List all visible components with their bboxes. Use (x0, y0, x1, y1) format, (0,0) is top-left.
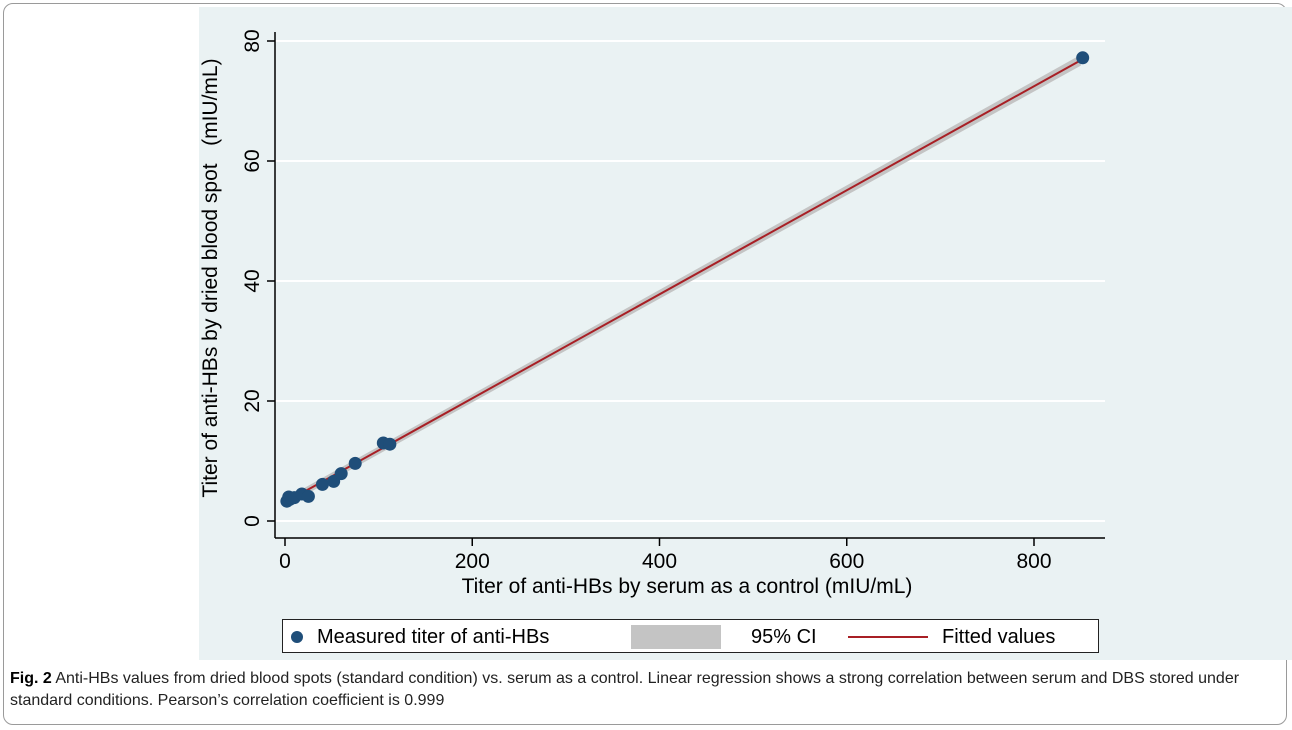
legend-item-fitted: Fitted values (848, 620, 1055, 654)
legend-item-measured: Measured titer of anti-HBs (291, 620, 549, 654)
y-tick-label-1: 20 (241, 389, 264, 412)
y-tick-label-4: 80 (241, 29, 264, 52)
legend-swatch-fitted (848, 636, 928, 638)
y-tick-label-0: 0 (241, 515, 264, 527)
y-axis-label: Titer of anti-HBs by dried blood spot (m… (199, 58, 222, 497)
y-tick-label-3: 60 (241, 149, 264, 172)
data-point-13 (1076, 51, 1090, 65)
data-points (280, 51, 1090, 508)
fitted-line-path (284, 59, 1082, 504)
legend-marker-dot (291, 631, 303, 643)
x-tick-label-2: 400 (642, 550, 677, 573)
figure-caption: Fig. 2 Anti-HBs values from dried blood … (10, 668, 1280, 712)
legend-label-ci: 95% CI (751, 625, 817, 648)
x-axis-label: Titer of anti-HBs by serum as a control … (462, 575, 913, 598)
x-tick-label-0: 0 (279, 550, 291, 573)
data-point-6 (301, 489, 315, 503)
caption-label: Fig. 2 (10, 670, 52, 687)
chart-background (199, 7, 1292, 660)
data-point-9 (334, 467, 348, 481)
x-tick-label-4: 800 (1016, 550, 1051, 573)
fitted-line (284, 59, 1082, 504)
x-tick-label-3: 600 (829, 550, 864, 573)
legend-label-measured: Measured titer of anti-HBs (317, 625, 550, 648)
data-point-7 (315, 477, 329, 491)
caption-text: Anti-HBs values from dried blood spots (… (10, 670, 1240, 709)
y-tick-label-2: 40 (241, 269, 264, 292)
data-point-12 (383, 437, 397, 451)
legend-swatch-ci (631, 625, 721, 649)
legend-item-ci: 95% CI (631, 620, 817, 654)
x-tick-label-1: 200 (455, 550, 490, 573)
legend-label-fitted: Fitted values (942, 625, 1056, 648)
legend: Measured titer of anti-HBs 95% CI Fitted… (282, 619, 1099, 653)
data-point-10 (348, 456, 362, 470)
